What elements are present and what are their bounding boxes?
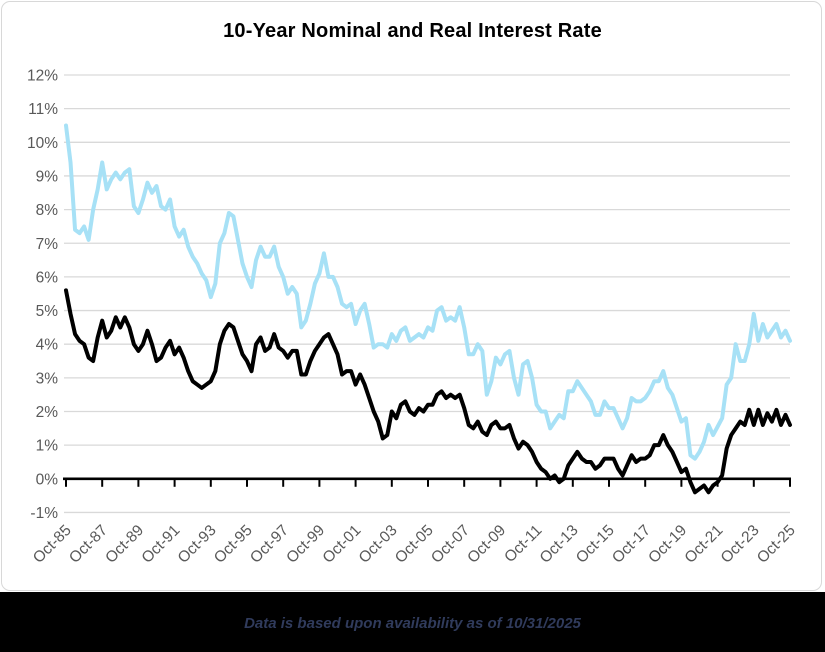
x-axis-tick-label: Oct-05 <box>392 522 437 567</box>
x-axis-tick-label: Oct-91 <box>139 522 184 567</box>
y-axis-tick-label: 0% <box>36 471 59 488</box>
y-axis-tick-label: 11% <box>28 101 58 118</box>
x-axis-tick-label: Oct-95 <box>211 522 256 567</box>
x-axis-tick-label: Oct-99 <box>283 522 328 567</box>
x-axis-tick-label: Oct-01 <box>320 522 365 567</box>
x-axis-tick-label: Oct-11 <box>501 522 545 566</box>
y-axis-tick-label: 12% <box>27 68 58 85</box>
x-axis-tick-label: Oct-93 <box>175 522 220 567</box>
y-axis-tick-label: 3% <box>36 370 59 387</box>
y-axis-tick-label: 6% <box>36 269 59 286</box>
bottom-band <box>0 592 825 652</box>
y-axis-tick-label: 8% <box>36 202 59 219</box>
y-axis-tick-label: 4% <box>36 337 59 354</box>
y-axis-tick-label: 10% <box>27 135 58 152</box>
x-axis-tick-label: Oct-17 <box>609 522 654 567</box>
x-axis-tick-label: Oct-97 <box>247 522 292 567</box>
y-axis-tick-label: 7% <box>36 236 59 253</box>
x-axis-tick-label: Oct-09 <box>464 522 509 567</box>
x-axis-tick-label: Oct-19 <box>645 522 690 567</box>
x-axis-tick-label: Oct-07 <box>428 522 473 567</box>
real-rate-line <box>64 288 792 495</box>
x-axis-tick-label: Oct-13 <box>537 522 582 567</box>
x-axis-tick-label: Oct-21 <box>682 522 727 567</box>
footer-note: Data is based upon availability as of 10… <box>244 615 581 632</box>
x-axis-tick-label: Oct-87 <box>66 522 111 567</box>
x-axis-tick-label: Oct-15 <box>573 522 618 567</box>
x-axis-tick-label: Oct-89 <box>102 522 147 567</box>
x-axis-tick-label: Oct-25 <box>754 522 799 567</box>
y-axis-tick-label: 2% <box>36 404 59 421</box>
y-axis-tick-label: 5% <box>36 303 59 320</box>
nominal-rate-line <box>64 123 792 461</box>
y-axis-tick-label: 9% <box>36 168 59 185</box>
x-axis-tick-label: Oct-03 <box>356 522 401 567</box>
chart-card <box>1 1 822 591</box>
chart-title: 10-Year Nominal and Real Interest Rate <box>223 20 602 42</box>
y-axis-tick-label: -1% <box>30 505 58 522</box>
x-axis-tick-label: Oct-85 <box>30 522 75 567</box>
y-axis-tick-label: 1% <box>36 438 59 455</box>
x-axis-tick-label: Oct-23 <box>718 522 763 567</box>
